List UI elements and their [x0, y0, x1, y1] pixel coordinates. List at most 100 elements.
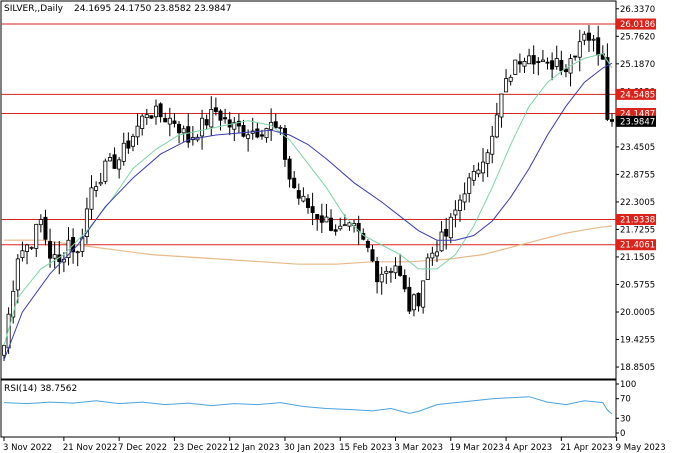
candle-body: [135, 125, 140, 138]
candle-body: [98, 181, 103, 185]
rsi-tick-label: 30: [620, 414, 631, 424]
candle-body: [591, 38, 596, 41]
rsi-label: RSI(14) 38.7562: [4, 384, 77, 394]
candle-body: [319, 215, 324, 223]
candle-body: [582, 33, 587, 41]
candle-body: [563, 68, 568, 73]
rsi-tick-label: 0: [620, 429, 625, 439]
candle-body: [439, 231, 444, 252]
time-tick-label: 15 Feb 2023: [339, 443, 392, 453]
price-tick-label: 25.1870: [620, 60, 655, 70]
candle-body: [296, 190, 301, 199]
time-tick-label: 30 Jan 2023: [284, 443, 335, 453]
price-tick-label: 18.8505: [620, 363, 655, 373]
candle-body: [421, 280, 426, 308]
rsi-layer: [3, 396, 613, 415]
candle-body: [610, 119, 615, 122]
level-badge: [616, 88, 656, 100]
candle-body: [490, 135, 495, 155]
candle-body: [434, 251, 439, 257]
candle-body: [89, 187, 94, 210]
current-price-badge: [616, 115, 656, 127]
time-tick-label: 7 Dec 2022: [118, 443, 167, 453]
candle-body: [29, 246, 34, 249]
candle-body: [375, 260, 380, 283]
candle-body: [153, 105, 158, 118]
candle-body: [20, 250, 25, 259]
candle-body: [342, 224, 347, 227]
candle-body: [347, 222, 352, 227]
level-badge: [616, 108, 656, 120]
candle-body: [324, 216, 329, 223]
ma50-layer: [3, 62, 613, 361]
candle-body: [485, 152, 490, 164]
candle-body: [370, 249, 375, 262]
price-tick-label: 21.7255: [620, 225, 655, 235]
candle-body: [494, 114, 499, 138]
symbol-label: SILVER,,Daily: [4, 4, 64, 14]
level-badge-label: 21.9338: [620, 215, 655, 225]
price-tick-label: 26.3370: [620, 5, 655, 15]
candle-body: [84, 208, 89, 237]
candle-body: [536, 61, 541, 63]
candle-body: [2, 345, 7, 356]
candle-body: [462, 193, 467, 203]
candle-body: [149, 115, 154, 119]
time-tick-label: 9 May 2023: [616, 443, 666, 453]
time-tick-label: 21 Apr 2023: [560, 443, 613, 453]
candle-body: [517, 61, 522, 65]
candle-body: [467, 177, 472, 194]
candle-body: [554, 58, 559, 67]
price-tick-label: 20.5755: [620, 280, 655, 290]
price-tick-label: 25.7620: [620, 32, 655, 42]
price-tick-label: 22.3005: [620, 198, 655, 208]
candle-body: [103, 160, 108, 182]
candle-body: [481, 161, 486, 174]
candle-body: [310, 206, 315, 213]
candle-body: [577, 41, 582, 58]
candle-body: [126, 140, 131, 149]
candle-body: [264, 128, 269, 139]
price-tick-label: 21.1505: [620, 253, 655, 263]
price-tick-label: 22.8755: [620, 170, 655, 180]
candle-body: [508, 76, 513, 82]
candle-body: [218, 110, 223, 121]
candle-body: [52, 254, 57, 259]
candle-body: [605, 57, 610, 120]
ma20-line: [3, 53, 613, 346]
candle-body: [181, 128, 186, 134]
candle-body: [255, 128, 260, 138]
time-tick-label: 21 Nov 2022: [63, 443, 117, 453]
candle-body: [246, 134, 251, 139]
candle-body: [573, 55, 578, 58]
candle-body: [586, 32, 591, 41]
candle-body: [402, 275, 407, 290]
candle-body: [158, 103, 163, 118]
level-badge-label: 24.1487: [620, 110, 655, 120]
candle-body: [596, 37, 601, 56]
level-badge: [616, 213, 656, 225]
time-tick-label: 3 Nov 2022: [3, 443, 52, 453]
ma50-line: [3, 62, 613, 361]
ma200-line: [4, 225, 613, 265]
rsi-panel-frame: [0, 379, 617, 438]
candle-body: [11, 290, 16, 318]
candle-body: [287, 158, 292, 180]
candle-body: [107, 157, 112, 162]
candle-body: [75, 251, 80, 254]
candle-body: [223, 117, 228, 120]
candle-body: [476, 169, 481, 175]
candle-body: [393, 265, 398, 274]
candle-body: [232, 122, 237, 130]
candle-body: [315, 214, 320, 220]
candle-body: [430, 252, 435, 259]
candle-body: [259, 134, 264, 137]
candle-body: [527, 55, 532, 65]
candle-body: [112, 154, 117, 169]
candle-body: [504, 78, 509, 93]
candle-body: [34, 223, 39, 249]
candle-body: [38, 219, 43, 226]
candle-body: [365, 240, 370, 248]
candle-body: [384, 270, 389, 274]
time-tick-label: 23 Dec 2022: [173, 443, 227, 453]
